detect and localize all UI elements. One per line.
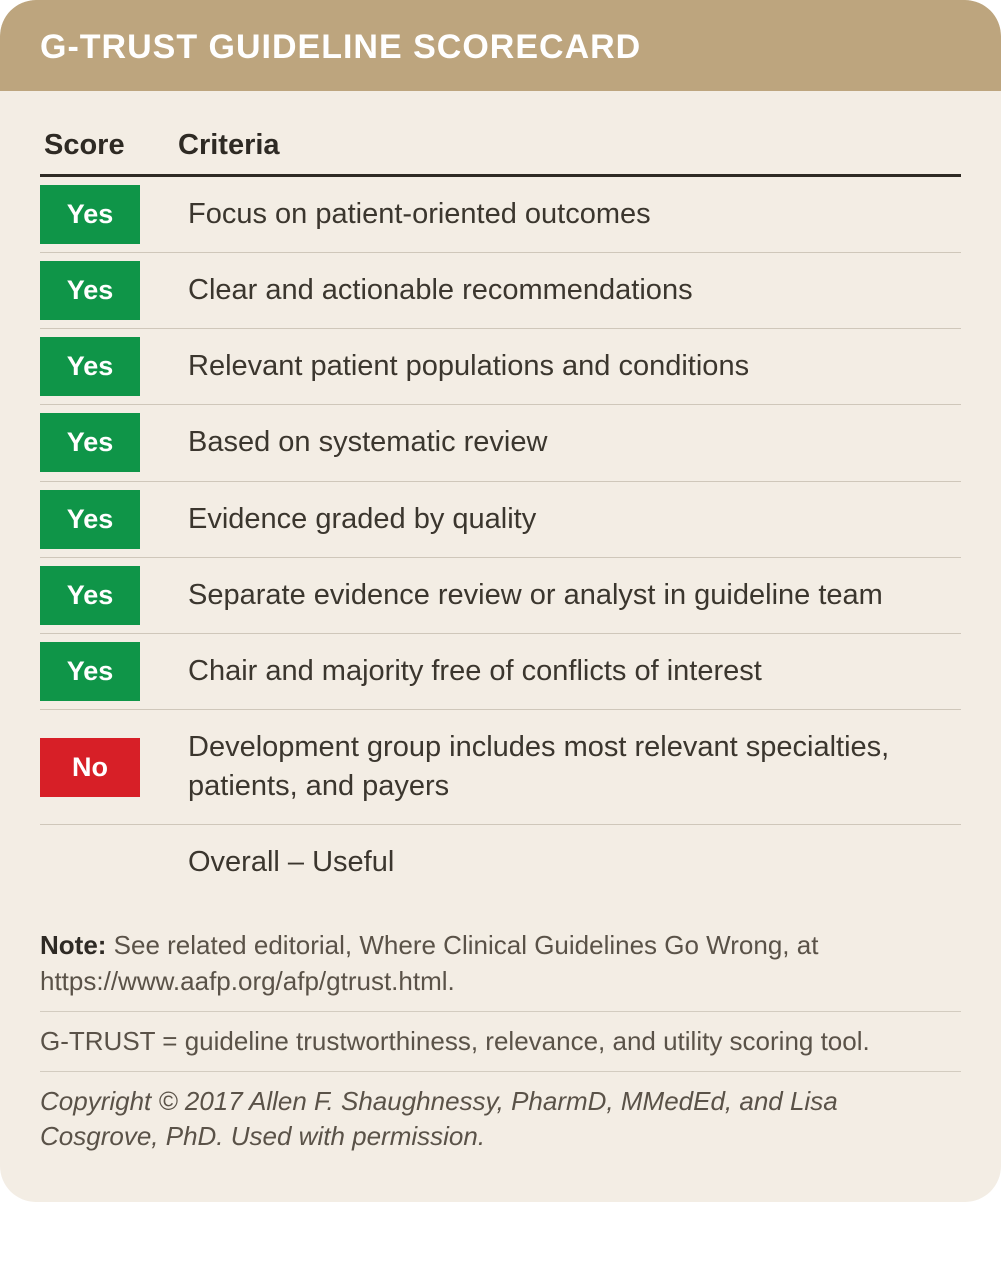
score-badge-no: No xyxy=(40,738,140,797)
criteria-cell: Evidence graded by quality xyxy=(170,481,961,557)
column-header-score: Score xyxy=(40,119,170,176)
table-row: Yes Separate evidence review or analyst i… xyxy=(40,557,961,633)
card-header: G-TRUST GUIDELINE SCORECARD xyxy=(0,0,1001,91)
score-badge-yes: Yes xyxy=(40,413,140,472)
score-badge-yes: Yes xyxy=(40,261,140,320)
table-row: Yes Based on systematic review xyxy=(40,405,961,481)
score-cell: Yes xyxy=(40,253,170,329)
score-badge-yes: Yes xyxy=(40,337,140,396)
score-cell: No xyxy=(40,709,170,824)
scorecard-card: G-TRUST GUIDELINE SCORECARD Score Criter… xyxy=(0,0,1001,1202)
note-editorial: Note: See related editorial, Where Clini… xyxy=(40,916,961,1011)
table-row: Overall – Useful xyxy=(40,825,961,901)
table-row: Yes Chair and majority free of conflicts … xyxy=(40,633,961,709)
note-text: See related editorial, Where Clinical Gu… xyxy=(40,930,818,995)
score-cell: Yes xyxy=(40,633,170,709)
criteria-cell: Overall – Useful xyxy=(170,825,961,901)
scorecard-table: Score Criteria Yes Focus on patient-orien… xyxy=(40,119,961,900)
criteria-cell: Development group includes most relevant… xyxy=(170,709,961,824)
table-row: Yes Focus on patient-oriented outcomes xyxy=(40,176,961,253)
score-badge-yes: Yes xyxy=(40,566,140,625)
table-row: Yes Relevant patient populations and cond… xyxy=(40,329,961,405)
criteria-cell: Clear and actionable recommendations xyxy=(170,253,961,329)
note-definition: G-TRUST = guideline trustworthiness, rel… xyxy=(40,1012,961,1072)
criteria-cell: Relevant patient populations and conditi… xyxy=(170,329,961,405)
score-cell: Yes xyxy=(40,481,170,557)
column-header-criteria: Criteria xyxy=(170,119,961,176)
table-row: Yes Evidence graded by quality xyxy=(40,481,961,557)
table-header-row: Score Criteria xyxy=(40,119,961,176)
criteria-cell: Focus on patient-oriented outcomes xyxy=(170,176,961,253)
score-cell: Yes xyxy=(40,405,170,481)
note-label: Note: xyxy=(40,930,106,960)
criteria-cell: Separate evidence review or analyst in g… xyxy=(170,557,961,633)
score-badge-yes: Yes xyxy=(40,185,140,244)
score-cell xyxy=(40,825,170,901)
table-row: No Development group includes most releva… xyxy=(40,709,961,824)
notes-section: Note: See related editorial, Where Clini… xyxy=(40,916,961,1165)
card-title: G-TRUST GUIDELINE SCORECARD xyxy=(40,28,961,67)
score-cell: Yes xyxy=(40,557,170,633)
card-body: Score Criteria Yes Focus on patient-orien… xyxy=(0,91,1001,1202)
table-row: Yes Clear and actionable recommendations xyxy=(40,253,961,329)
score-cell: Yes xyxy=(40,176,170,253)
score-badge-yes: Yes xyxy=(40,490,140,549)
score-badge-yes: Yes xyxy=(40,642,140,701)
note-copyright: Copyright © 2017 Allen F. Shaughnessy, P… xyxy=(40,1072,961,1166)
score-cell: Yes xyxy=(40,329,170,405)
criteria-cell: Based on systematic review xyxy=(170,405,961,481)
criteria-cell: Chair and majority free of conflicts of … xyxy=(170,633,961,709)
